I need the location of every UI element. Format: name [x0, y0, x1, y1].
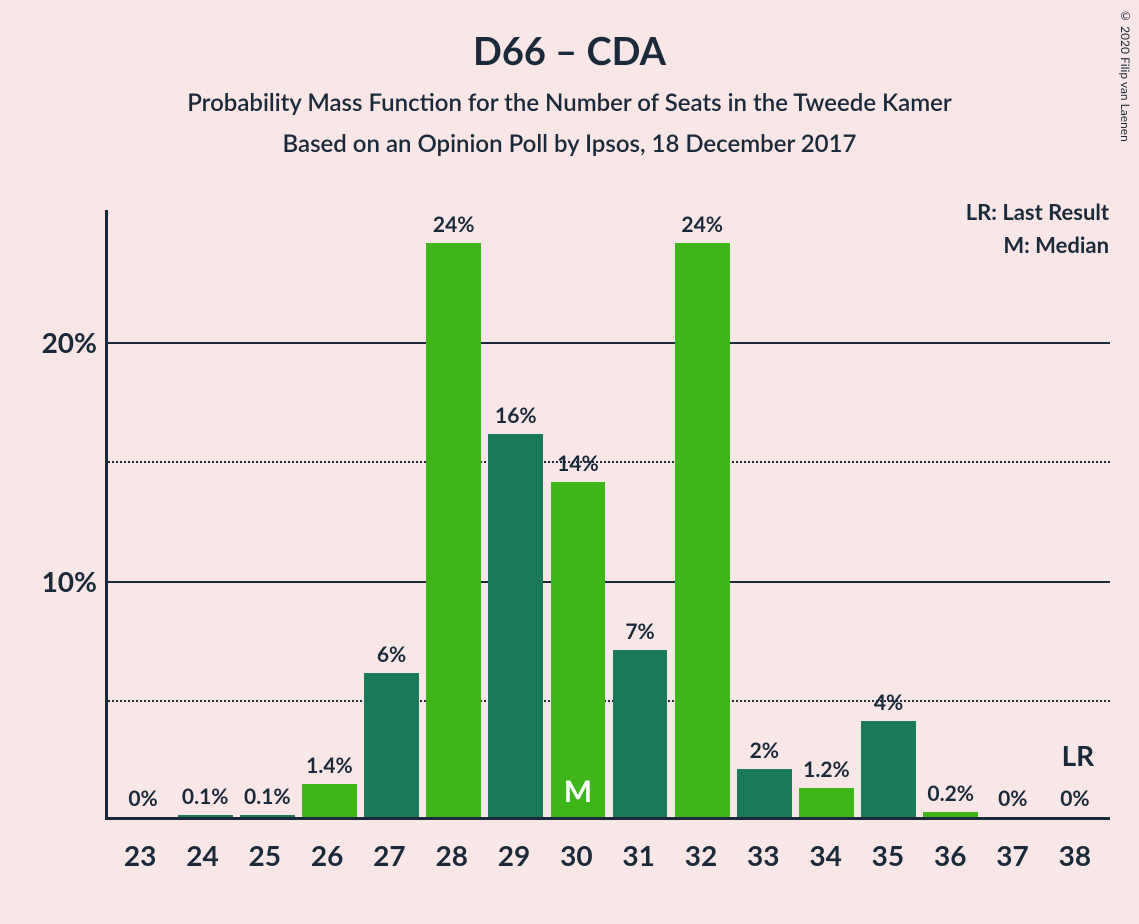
bar: 0.1% [240, 815, 295, 817]
bar: 4% [861, 721, 916, 817]
bar: 24% [426, 243, 481, 817]
x-tick-label: 35 [857, 824, 919, 872]
bar-value-label: 0.1% [182, 784, 229, 809]
chart-subtitle-1: Probability Mass Function for the Number… [0, 88, 1139, 117]
bar: 16% [488, 434, 543, 817]
bar: 6% [364, 673, 419, 817]
lr-axis-marker: LR [1062, 738, 1095, 772]
chart-subtitle-2: Based on an Opinion Poll by Ipsos, 18 De… [0, 129, 1139, 158]
bar: 0.1% [178, 815, 233, 817]
bar-value-label: 0.2% [927, 781, 974, 806]
x-tick-label: 27 [358, 824, 420, 872]
x-tick-label: 29 [483, 824, 545, 872]
bar-slot: 0.1% [236, 210, 298, 817]
x-tick-label: 33 [732, 824, 794, 872]
y-tick-label: 10% [42, 564, 97, 598]
x-tick-label: 36 [919, 824, 981, 872]
bar: 1.2% [799, 788, 854, 817]
bar-value-label: 7% [625, 619, 654, 644]
bar: 2% [737, 769, 792, 817]
bar-value-label: 2% [750, 738, 779, 763]
chart-title: D66 – CDA [0, 0, 1139, 74]
chart-plot-area: 0%0.1%0.1%1.4%6%24%16%14%M7%24%2%1.2%4%0… [105, 210, 1110, 820]
bar-value-label: 24% [681, 212, 723, 237]
x-tick-label: 37 [981, 824, 1043, 872]
bar-slot: 0.2% [920, 210, 982, 817]
copyright-text: © 2020 Filip van Laenen [1118, 8, 1133, 142]
bar-slot: 0.1% [174, 210, 236, 817]
bar-slot: 14% M [547, 210, 609, 817]
bar-value-label: 0% [128, 786, 157, 811]
bar: 14%M [551, 482, 606, 817]
x-tick-label: 26 [296, 824, 358, 872]
x-tick-label: 24 [171, 824, 233, 872]
bar-value-label: 14% [557, 451, 599, 476]
x-tick-label: 28 [421, 824, 483, 872]
x-tick-label: 25 [234, 824, 296, 872]
bar-slot: 6% [361, 210, 423, 817]
median-marker: M [564, 773, 592, 809]
bar-slot: 16% [485, 210, 547, 817]
bars-container: 0%0.1%0.1%1.4%6%24%16%14%M7%24%2%1.2%4%0… [108, 210, 1110, 817]
bar-value-label: 1.4% [306, 753, 353, 778]
bar-slot: 1.4% [298, 210, 360, 817]
bar-slot: 0% [1044, 210, 1106, 817]
bar-value-label: 6% [377, 642, 406, 667]
x-tick-label: 31 [608, 824, 670, 872]
bar-value-label: 4% [874, 690, 903, 715]
bar-slot: 4% [858, 210, 920, 817]
bar-slot: 0% [112, 210, 174, 817]
x-tick-label: 38 [1044, 824, 1106, 872]
bar-slot: 24% [423, 210, 485, 817]
bar: 24% [675, 243, 730, 817]
bar: 7% [613, 650, 668, 817]
bar-value-label: 0.1% [244, 784, 291, 809]
bar-value-label: 1.2% [803, 757, 850, 782]
bar-value-label: 0% [998, 786, 1027, 811]
y-tick-label: 20% [42, 325, 97, 359]
bar: 1.4% [302, 784, 357, 817]
bar-slot: 7% [609, 210, 671, 817]
bar-slot: 2% [733, 210, 795, 817]
bar-slot: 1.2% [795, 210, 857, 817]
bar-value-label: 24% [433, 212, 475, 237]
bar-slot: 0% [982, 210, 1044, 817]
bar-slot: 24% [671, 210, 733, 817]
bar: 0.2% [923, 812, 978, 817]
bar-value-label: 16% [495, 403, 537, 428]
x-tick-label: 34 [794, 824, 856, 872]
bar-value-label: 0% [1060, 786, 1089, 811]
x-axis: 23242526272829303132333435363738 [105, 824, 1110, 872]
x-tick-label: 30 [545, 824, 607, 872]
x-tick-label: 23 [109, 824, 171, 872]
x-tick-label: 32 [670, 824, 732, 872]
